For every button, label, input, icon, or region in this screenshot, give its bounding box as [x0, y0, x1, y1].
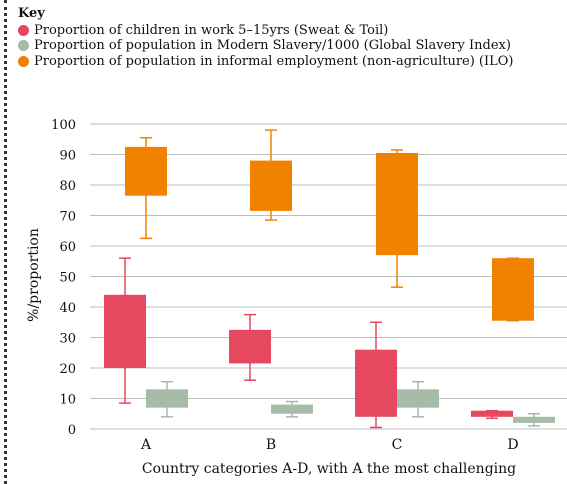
x-tick-label-C: C	[392, 437, 403, 453]
box-series2-A	[125, 136, 167, 240]
y-tick-label-100: 100	[51, 118, 76, 133]
y-axis-ticks: 0 10 20 30 40 50 60 70 80 90 100	[51, 118, 76, 438]
box-series1-C	[397, 380, 439, 418]
box-rect-0-3	[471, 410, 513, 417]
y-axis-label: %/proportion	[26, 228, 42, 322]
x-tick-label-B: B	[266, 437, 276, 453]
box-series1-B	[271, 400, 313, 418]
legend-title: Key	[18, 6, 45, 21]
left-dotted-rule	[4, 0, 7, 484]
y-tick-label-80: 80	[59, 179, 76, 194]
box-rect-1-3	[513, 416, 555, 423]
legend-label-slavery: Proportion of population in Modern Slave…	[34, 38, 511, 53]
x-axis-label: Country categories A-D, with A the most …	[142, 461, 516, 477]
y-tick-label-10: 10	[59, 393, 76, 408]
legend-item-slavery: Proportion of population in Modern Slave…	[18, 38, 514, 54]
gridlines	[90, 123, 567, 430]
box-rect-0-2	[355, 349, 397, 417]
box-rect-2-3	[492, 258, 534, 321]
box-rect-0-0	[104, 294, 146, 368]
box-series0-C	[355, 321, 397, 429]
y-tick-label-20: 20	[59, 362, 76, 377]
box-rect-0-1	[229, 329, 271, 364]
x-tick-label-A: A	[140, 437, 152, 453]
y-tick-label-90: 90	[59, 149, 76, 164]
box-series1-D	[513, 413, 555, 427]
legend-item-informal: Proportion of population in informal emp…	[18, 54, 514, 70]
box-rect-1-2	[397, 389, 439, 408]
y-tick-label-30: 30	[59, 332, 76, 347]
legend-swatch-children	[18, 24, 29, 36]
box-series2-B	[250, 129, 292, 221]
boxes	[104, 129, 555, 429]
legend-swatch-slavery	[18, 40, 29, 52]
x-axis-ticks: A B C D	[140, 437, 519, 453]
legend-swatch-informal	[18, 55, 29, 67]
box-series0-A	[104, 257, 146, 404]
box-series2-C	[376, 149, 418, 288]
box-series0-D	[471, 409, 513, 420]
legend-label-informal: Proportion of population in informal emp…	[34, 53, 514, 69]
y-tick-label-40: 40	[59, 301, 76, 316]
legend-item-children: Proportion of children in work 5–15yrs (…	[18, 23, 514, 39]
box-rect-1-0	[146, 389, 188, 408]
box-series2-D	[492, 257, 534, 322]
y-tick-label-50: 50	[59, 271, 76, 286]
box-rect-2-2	[376, 152, 418, 256]
y-tick-label-60: 60	[59, 240, 76, 255]
box-rect-2-1	[250, 160, 292, 211]
legend: Key Proportion of children in work 5–15y…	[18, 6, 514, 69]
y-tick-label-0: 0	[68, 423, 76, 438]
legend-label-children: Proportion of children in work 5–15yrs (…	[34, 22, 389, 38]
box-series1-A	[146, 380, 188, 418]
box-series0-B	[229, 313, 271, 381]
y-tick-label-70: 70	[59, 210, 76, 225]
x-tick-label-D: D	[507, 437, 518, 453]
box-rect-1-1	[271, 404, 313, 414]
box-rect-2-0	[125, 146, 167, 196]
